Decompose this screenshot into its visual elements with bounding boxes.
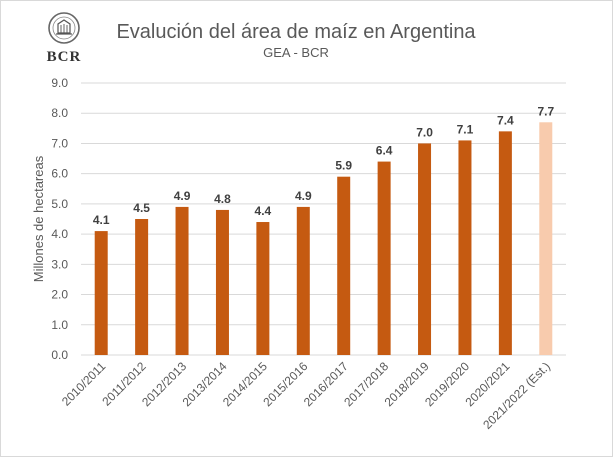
bcr-seal-icon <box>48 12 80 44</box>
chart-subtitle: GEA - BCR <box>263 45 329 60</box>
y-tick-label: 9.0 <box>51 76 68 90</box>
data-label: 4.8 <box>214 192 231 206</box>
bar <box>215 209 229 355</box>
bcr-logo: BCR <box>39 11 89 67</box>
bar <box>175 206 189 355</box>
y-tick-label: 7.0 <box>51 136 68 150</box>
bar <box>135 219 149 355</box>
y-tick-label: 5.0 <box>51 197 68 211</box>
y-axis-title: Millones de hectareas <box>31 155 46 282</box>
y-tick-label: 8.0 <box>51 106 68 120</box>
data-label: 4.9 <box>174 189 191 203</box>
bar <box>337 176 351 355</box>
y-tick-label: 1.0 <box>51 318 68 332</box>
bar <box>256 222 270 355</box>
data-label: 4.5 <box>133 201 150 215</box>
bar <box>296 206 310 355</box>
data-label: 5.9 <box>335 159 352 173</box>
bar <box>377 161 391 355</box>
data-label: 4.1 <box>93 213 110 227</box>
data-label: 7.4 <box>497 113 514 127</box>
bar <box>94 231 108 355</box>
data-label: 7.0 <box>416 125 433 139</box>
bar <box>418 143 432 355</box>
data-label: 6.4 <box>376 144 393 158</box>
y-tick-label: 4.0 <box>51 227 68 241</box>
y-tick-label: 2.0 <box>51 288 68 302</box>
chart-title: Evalución del área de maíz en Argentina <box>116 21 476 43</box>
data-label: 7.1 <box>457 122 474 136</box>
y-tick-label: 3.0 <box>51 257 68 271</box>
data-label: 4.4 <box>255 204 272 218</box>
data-label: 7.7 <box>537 104 554 118</box>
bar <box>539 122 553 356</box>
bar <box>458 140 472 355</box>
bar <box>498 131 512 355</box>
logo-text: BCR <box>46 49 82 65</box>
y-tick-label: 0.0 <box>51 348 68 362</box>
y-tick-label: 6.0 <box>51 167 68 181</box>
data-label: 4.9 <box>295 189 312 203</box>
